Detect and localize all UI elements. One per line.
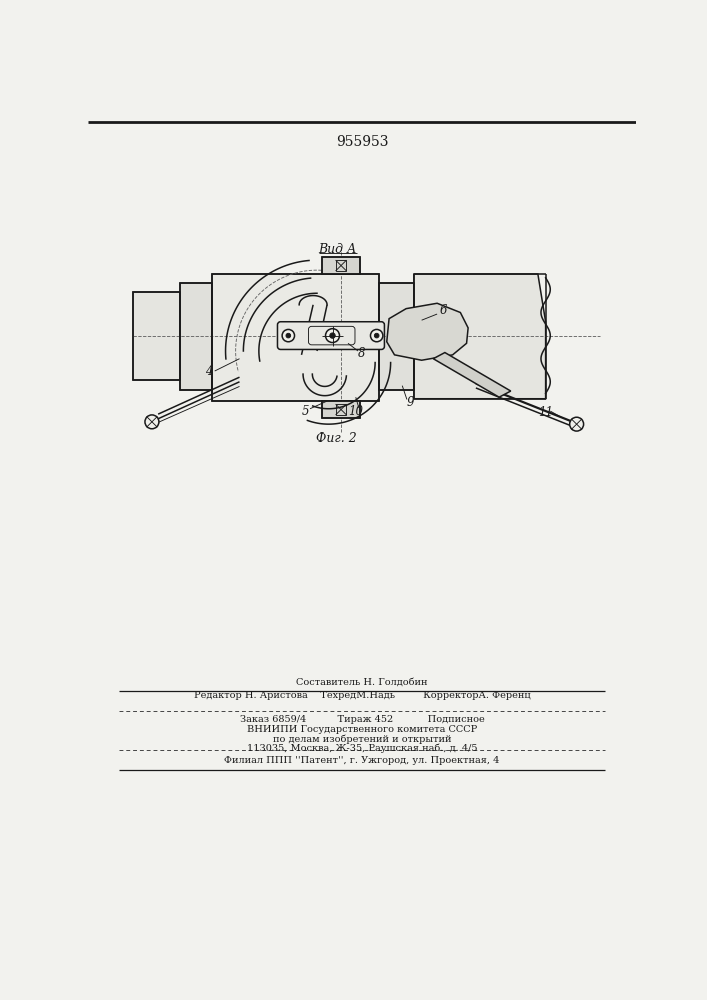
Text: Вид А: Вид А [319,243,357,256]
Bar [180,283,212,389]
Text: Фиг. 2: Фиг. 2 [316,432,357,445]
Polygon shape [414,274,546,399]
Bar [336,260,346,271]
Circle shape [325,329,339,343]
Text: 5: 5 [302,405,309,418]
Text: Составитель Н. Голдобин: Составитель Н. Голдобин [296,678,428,687]
Text: Заказ 6859/4          Тираж 452           Подписное: Заказ 6859/4 Тираж 452 Подписное [240,715,484,724]
Circle shape [374,333,379,338]
Bar [322,257,360,274]
Circle shape [286,333,291,338]
Bar [322,401,360,418]
Circle shape [370,329,383,342]
Bar [212,274,379,401]
Text: 4: 4 [205,365,212,378]
Polygon shape [433,353,510,397]
Circle shape [282,329,295,342]
Bar [134,292,180,380]
Text: 9: 9 [407,396,414,409]
Text: ВНИИПИ Государственного комитета СССР: ВНИИПИ Государственного комитета СССР [247,725,477,734]
Text: 10: 10 [349,405,363,418]
Bar [212,274,379,401]
Polygon shape [387,303,468,360]
Text: 8: 8 [358,347,365,360]
Text: 11: 11 [538,406,553,419]
Circle shape [145,415,159,429]
Circle shape [329,333,335,338]
Bar [379,283,414,389]
Bar [180,283,212,389]
Text: 113035, Москва, Ж-35, Раушская наб., д. 4/5: 113035, Москва, Ж-35, Раушская наб., д. … [247,744,477,753]
Bar [379,283,414,389]
Bar [336,404,346,415]
Text: по делам изобретений и открытий: по делам изобретений и открытий [273,734,451,744]
Bar [322,257,360,274]
Bar [134,292,180,380]
FancyBboxPatch shape [277,322,385,349]
Text: Редактор Н. Аристова    ТехредМ.Надь         КорректорА. Ференц: Редактор Н. Аристова ТехредМ.Надь Коррек… [194,691,530,700]
Text: 6: 6 [440,304,447,317]
Text: 955953: 955953 [336,135,388,149]
Bar [322,401,360,418]
Circle shape [570,417,583,431]
Text: Филиал ППП ''Патент'', г. Ужгород, ул. Проектная, 4: Филиал ППП ''Патент'', г. Ужгород, ул. П… [224,756,500,765]
